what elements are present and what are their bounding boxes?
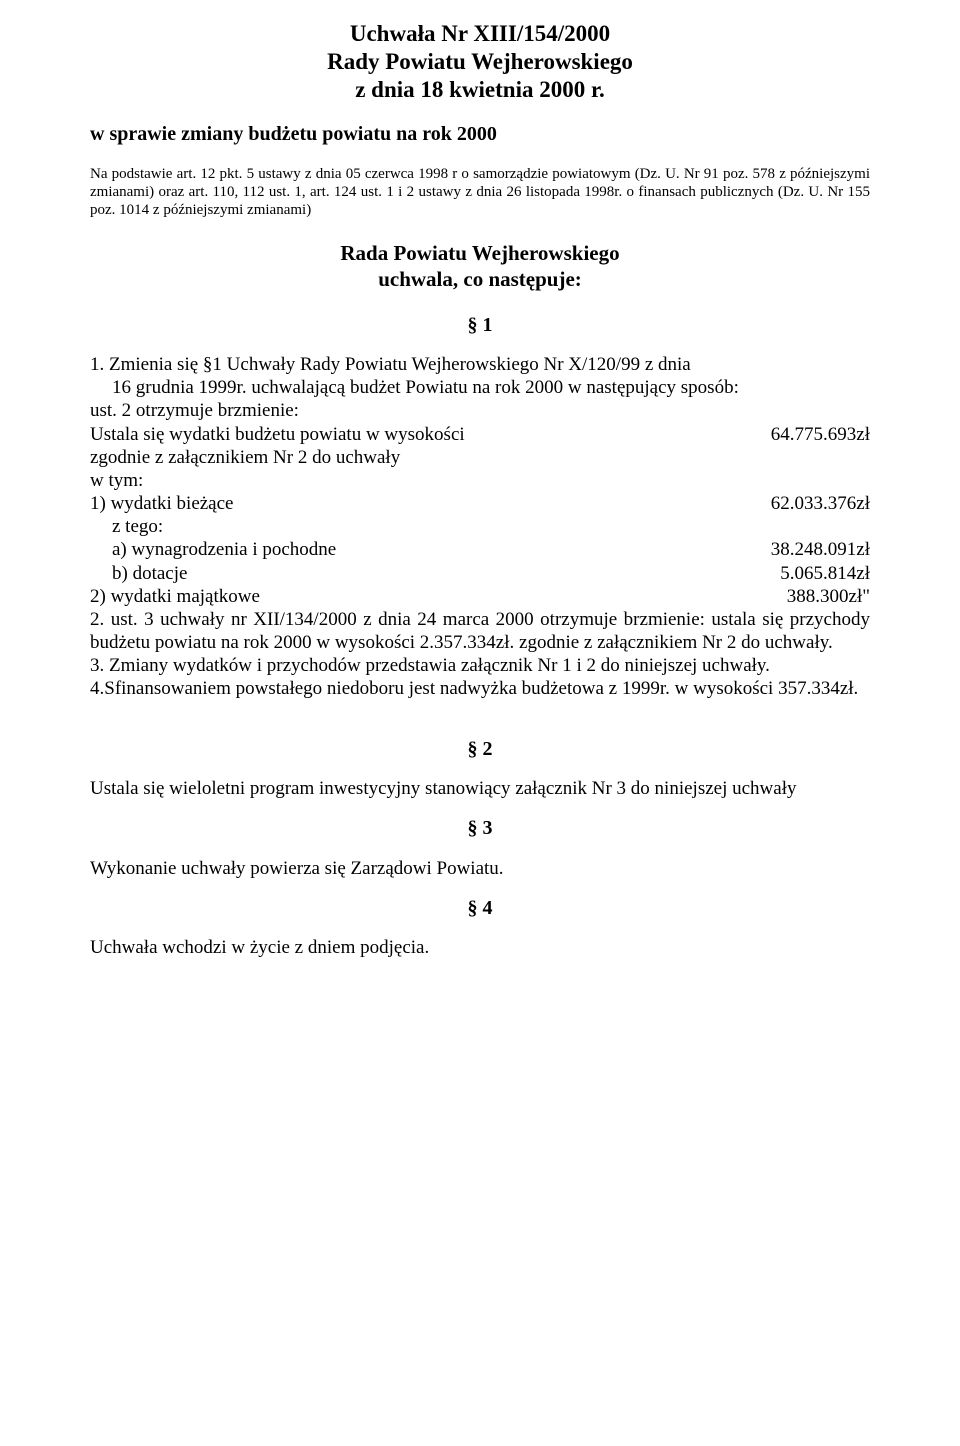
section-4-text: Uchwała wchodzi w życie z dniem podjęcia… — [90, 936, 870, 959]
section-2-text: Ustala się wieloletni program inwestycyj… — [90, 777, 870, 800]
title-line-2: Rady Powiatu Wejherowskiego — [90, 48, 870, 76]
label: Ustala się wydatki budżetu powiatu w wys… — [90, 423, 465, 446]
title-line-3: z dnia 18 kwietnia 2000 r. — [90, 76, 870, 104]
s1-row-current-expenses: 1) wydatki bieżące 62.033.376zł — [90, 492, 870, 515]
s1-p3: 3. Zmiany wydatków i przychodów przedsta… — [90, 654, 870, 677]
label: 2) wydatki majątkowe — [90, 585, 260, 608]
enacts-block: Rada Powiatu Wejherowskiego uchwala, co … — [90, 241, 870, 292]
section-2-mark: § 2 — [90, 737, 870, 761]
s1-row-salaries: a) wynagrodzenia i pochodne 38.248.091zł — [90, 538, 870, 561]
s1-p1-line-a: 1. Zmienia się §1 Uchwały Rady Powiatu W… — [90, 353, 870, 376]
s1-p1-line-b: 16 grudnia 1999r. uchwalającą budżet Pow… — [90, 376, 870, 399]
s1-row-ztego: z tego: — [90, 515, 870, 538]
enacts-line-2: uchwala, co następuje: — [90, 267, 870, 293]
s1-row-wtym: w tym: — [90, 469, 870, 492]
label: b) dotacje — [90, 562, 187, 585]
section-4-mark: § 4 — [90, 896, 870, 920]
label: a) wynagrodzenia i pochodne — [90, 538, 336, 561]
document-page: Uchwała Nr XIII/154/2000 Rady Powiatu We… — [0, 0, 960, 1446]
value: 38.248.091zł — [771, 538, 870, 561]
s1-p2: 2. ust. 3 uchwały nr XII/134/2000 z dnia… — [90, 608, 870, 654]
s1-row-grants: b) dotacje 5.065.814zł — [90, 562, 870, 585]
s1-row-attachment: zgodnie z załącznikiem Nr 2 do uchwały — [90, 446, 870, 469]
s1-row-capital: 2) wydatki majątkowe 388.300zł" — [90, 585, 870, 608]
value: 388.300zł" — [787, 585, 870, 608]
s1-row-expenses-total: Ustala się wydatki budżetu powiatu w wys… — [90, 423, 870, 446]
section-1-body: 1. Zmienia się §1 Uchwały Rady Powiatu W… — [90, 353, 870, 701]
s1-p4: 4.Sfinansowaniem powstałego niedoboru je… — [90, 677, 870, 700]
section-3-mark: § 3 — [90, 816, 870, 840]
legal-basis: Na podstawie art. 12 pkt. 5 ustawy z dni… — [90, 165, 870, 220]
value: 5.065.814zł — [780, 562, 870, 585]
title-block: Uchwała Nr XIII/154/2000 Rady Powiatu We… — [90, 20, 870, 104]
enacts-line-1: Rada Powiatu Wejherowskiego — [90, 241, 870, 267]
subject-line: w sprawie zmiany budżetu powiatu na rok … — [90, 122, 870, 146]
section-3-text: Wykonanie uchwały powierza się Zarządowi… — [90, 857, 870, 880]
label: 1) wydatki bieżące — [90, 492, 233, 515]
value: 64.775.693zł — [771, 423, 870, 446]
value: 62.033.376zł — [771, 492, 870, 515]
title-line-1: Uchwała Nr XIII/154/2000 — [90, 20, 870, 48]
s1-p1-line-c: ust. 2 otrzymuje brzmienie: — [90, 399, 870, 422]
section-1-mark: § 1 — [90, 313, 870, 337]
